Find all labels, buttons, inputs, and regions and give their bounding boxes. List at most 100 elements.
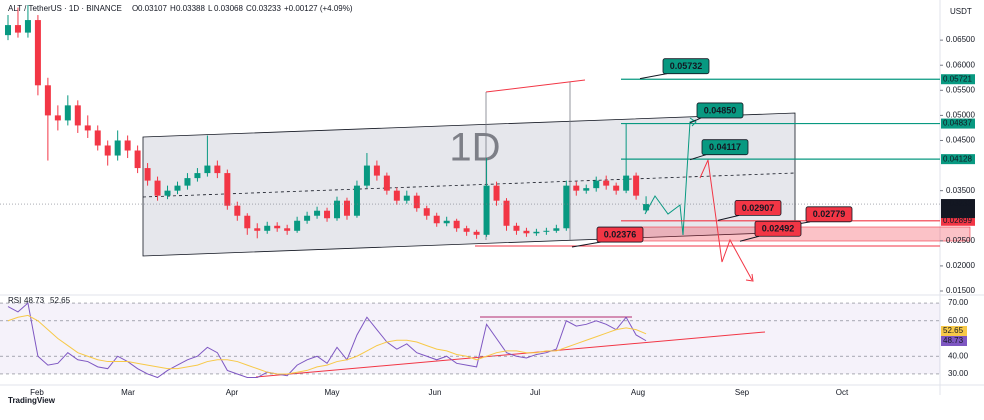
y-tick-label: 0.06500 [946,35,975,44]
candle-body [403,195,410,201]
candle-body [104,145,111,156]
candle-body [74,105,81,126]
candle-body [114,140,121,156]
rsi-value-label: 48.73 [943,336,964,345]
x-tick-label: Jul [530,388,540,397]
candle-body [5,25,11,36]
current-price-box [941,199,975,219]
watermark: 1D [449,126,500,170]
callout-box [734,200,782,216]
ohlc-value: 0.03068 [214,4,243,13]
level-label-box [941,74,975,85]
candle-body [643,204,650,211]
candle-body [523,230,530,234]
y-tick-label: 0.05500 [946,85,975,94]
candle-body [194,173,201,179]
candle-body [373,165,380,176]
candle-body [84,125,91,131]
candle-body [423,208,430,216]
callout-box [701,139,749,156]
level-label-box [941,118,975,129]
ohlc-value: 0.03233 [252,4,281,13]
callout-label: 0.04850 [704,105,737,115]
callout-box [662,58,710,75]
x-tick-label: Sep [735,388,750,397]
candle-body [24,20,31,33]
candle-body [204,165,211,174]
candle-body [483,185,490,235]
callout-label: 0.04117 [709,142,741,152]
rsi-header-value: 48.73 [24,296,45,305]
callout-pointer [571,241,602,248]
candle-body [324,210,331,219]
candle-body [463,228,470,232]
candle-body [54,115,61,121]
candle-body [214,165,221,174]
candle-body [144,168,151,181]
candle-body [613,185,620,191]
rsi-value-box [941,336,967,346]
rsi-header-value: 52.65 [50,296,71,305]
x-tick-label: Mar [121,388,135,397]
y-tick-label: 0.05000 [946,111,975,120]
candle-body [603,180,610,186]
callout-label: 0.05732 [670,61,703,71]
candle-body [124,140,131,151]
x-tick-label: Oct [836,388,849,397]
projection-up [644,119,697,236]
candle-body [383,175,390,191]
candle-body [164,190,171,196]
candle-body [294,220,301,231]
candle-body [274,225,281,229]
y-tick-label: 0.02000 [946,261,975,270]
candle-body [264,225,271,231]
candle-body [94,130,101,146]
ohlc-key: L [208,4,213,13]
candle-body [224,173,231,206]
level-label: 0.02899 [943,216,972,225]
rsi-tick-label: 60.00 [948,316,969,325]
candle-body [573,185,580,191]
candle-body [64,105,71,121]
candle-body [513,225,520,231]
callout-box [754,220,802,237]
level-label-box [941,154,975,165]
candle-body [633,175,640,196]
zone [640,226,971,242]
candle-body [334,200,341,219]
ohlc-key: H [170,4,176,13]
candle-body [304,215,311,221]
y-tick-label: 0.01500 [946,286,975,295]
ohlc-key: O [132,4,138,13]
arrow-head [689,117,697,127]
candle-body [543,230,550,232]
rsi-band [0,303,940,374]
candle-body [234,205,241,216]
candle-body [34,20,41,86]
brand: TradingView [8,396,56,405]
callout-box [596,226,644,243]
y-tick-label: 0.06000 [946,60,975,69]
candle-body [154,180,161,196]
channel-midline [142,172,796,198]
callout-pointer [639,73,668,80]
x-tick-label: Apr [226,388,239,397]
x-tick-label: May [324,388,339,397]
candle-body [583,188,590,191]
callout-label: 0.02376 [604,229,637,239]
candle-body [623,175,630,191]
level-label-box [941,215,975,226]
candle-body [134,150,141,169]
candle-body [44,85,51,116]
candle-body [553,228,560,231]
candle-body [244,215,251,229]
current-price: 0.03233 [943,199,972,208]
trend-line [485,79,586,93]
countdown: 10:26:48 [943,210,970,217]
callout-label: 0.02492 [762,224,795,234]
callout-pointer [739,235,760,242]
candle-body [254,228,261,231]
symbol: ALT / TetherUS · 1D · BINANCE [8,4,122,13]
level-label: 0.04837 [943,119,972,128]
